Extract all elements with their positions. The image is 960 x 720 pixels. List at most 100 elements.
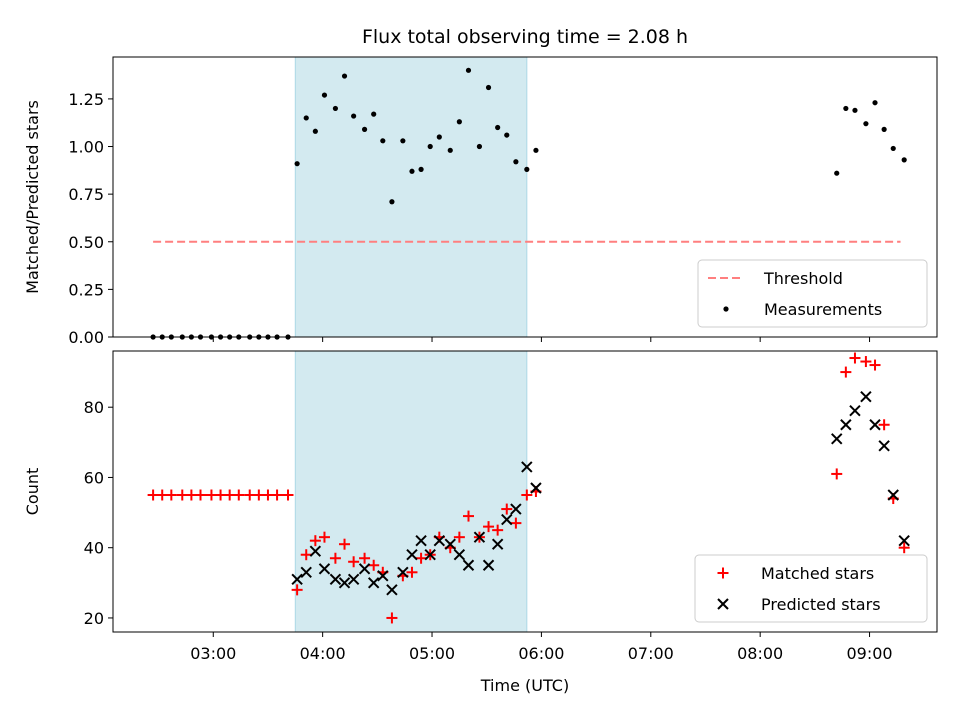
measurement-point [321, 92, 328, 98]
x-b [501, 513, 513, 526]
predicted-star-point [482, 559, 495, 571]
measurement-point [504, 132, 510, 138]
x-b [318, 563, 331, 575]
x-b [406, 549, 418, 561]
y-tick-label: 0.00 [68, 328, 104, 347]
matched-star-point [878, 419, 890, 431]
y-tick-label: 40 [84, 539, 104, 558]
axes-frame [112, 350, 938, 633]
measurement-point [409, 168, 415, 174]
x-b [869, 419, 881, 431]
matched-star-point [483, 521, 495, 533]
predicted-star-point [491, 538, 504, 550]
matched-star-point [329, 552, 341, 564]
x-b [338, 577, 351, 589]
x-b [415, 534, 427, 547]
matched-star-point [271, 489, 283, 501]
matched-star-point [860, 356, 872, 368]
predicted-star-point [840, 419, 852, 431]
matched-star-point [406, 566, 418, 578]
x-b [898, 534, 910, 547]
measurement-point [881, 126, 887, 132]
x-b [860, 390, 872, 403]
series-predicted-stars [291, 390, 910, 596]
predicted-star-point [424, 549, 436, 561]
observing-window-shade [294, 350, 528, 633]
matched-star-point [386, 612, 398, 624]
x-b [887, 489, 899, 501]
matched-star-point [309, 535, 321, 547]
predicted-star-point [318, 563, 331, 575]
x-b [367, 577, 380, 589]
panel-2: 20 40 60 80 03:00 04:00 05:00 06:00 07:00 08:00 09… [23, 350, 938, 695]
legend: Matched stars Predicted stars [694, 554, 928, 623]
predicted-star-point [300, 566, 312, 578]
measurement-point [371, 111, 377, 117]
predicted-star-point [415, 534, 427, 547]
x-b [377, 570, 389, 582]
measurement-point [524, 166, 530, 172]
predicted-star-point [869, 419, 881, 431]
measurement-point [436, 134, 442, 140]
matched-star-point [359, 552, 371, 564]
y-axis-label: Count [23, 468, 42, 516]
measurement-point [872, 100, 878, 106]
y-axis-label: Matched/Predicted stars [23, 100, 42, 294]
matched-star-point [831, 468, 843, 480]
matched-star-point [898, 542, 910, 554]
x-b [849, 405, 861, 417]
legend-box [697, 259, 928, 328]
measurement-point [834, 170, 840, 176]
measurement-point [361, 126, 368, 132]
legend-swatch-measurements [723, 306, 729, 312]
matched-star-point [521, 489, 533, 501]
matched-star-point [869, 359, 881, 371]
x-b [424, 549, 436, 561]
x-tick-label: 04:00 [300, 644, 346, 663]
y-tick-label: 0.50 [68, 233, 104, 252]
measurement-point [495, 124, 501, 131]
x-b [300, 566, 312, 578]
y-tick-label: 0.25 [68, 280, 104, 299]
matched-star-point [492, 524, 504, 536]
x-b [462, 559, 475, 571]
x-b [386, 584, 398, 596]
observing-window-shade [294, 56, 528, 338]
measurement-point [513, 159, 519, 165]
measurement-point [863, 121, 869, 127]
measurement-point [533, 147, 539, 153]
matched-star-point [510, 517, 522, 529]
x-b [521, 461, 533, 473]
matched-star-point [501, 503, 513, 515]
x-tick-label: 05:00 [409, 644, 455, 663]
series-matched-stars [147, 352, 910, 624]
x-b [444, 538, 456, 550]
measurement-point [332, 105, 339, 112]
x-b [491, 538, 504, 550]
x-b [530, 482, 542, 494]
matched-star-point [849, 352, 861, 364]
measurement-point [294, 161, 300, 167]
predicted-star-point [347, 573, 360, 586]
predicted-star-point [878, 440, 890, 452]
measurement-point [303, 115, 309, 121]
predicted-star-point [453, 549, 466, 561]
matched-star-point [195, 489, 207, 501]
measurement-point [389, 199, 395, 205]
matched-star-point [415, 552, 427, 564]
matched-star-point [282, 489, 294, 501]
x-tick-label: 09:00 [846, 644, 892, 663]
measurement-point [456, 119, 462, 125]
predicted-star-point [831, 433, 843, 445]
predicted-star-point [433, 534, 446, 547]
measurement-point [485, 84, 492, 91]
predicted-star-point [849, 405, 861, 417]
x-tick-label: 08:00 [737, 644, 783, 663]
predicted-star-point [377, 570, 389, 582]
legend-swatch-predicted-b [717, 598, 729, 610]
x-b [433, 534, 446, 547]
y-tick-label: 20 [84, 609, 104, 628]
predicted-star-point [367, 577, 380, 589]
x-b [358, 563, 371, 575]
x-b [397, 566, 409, 578]
